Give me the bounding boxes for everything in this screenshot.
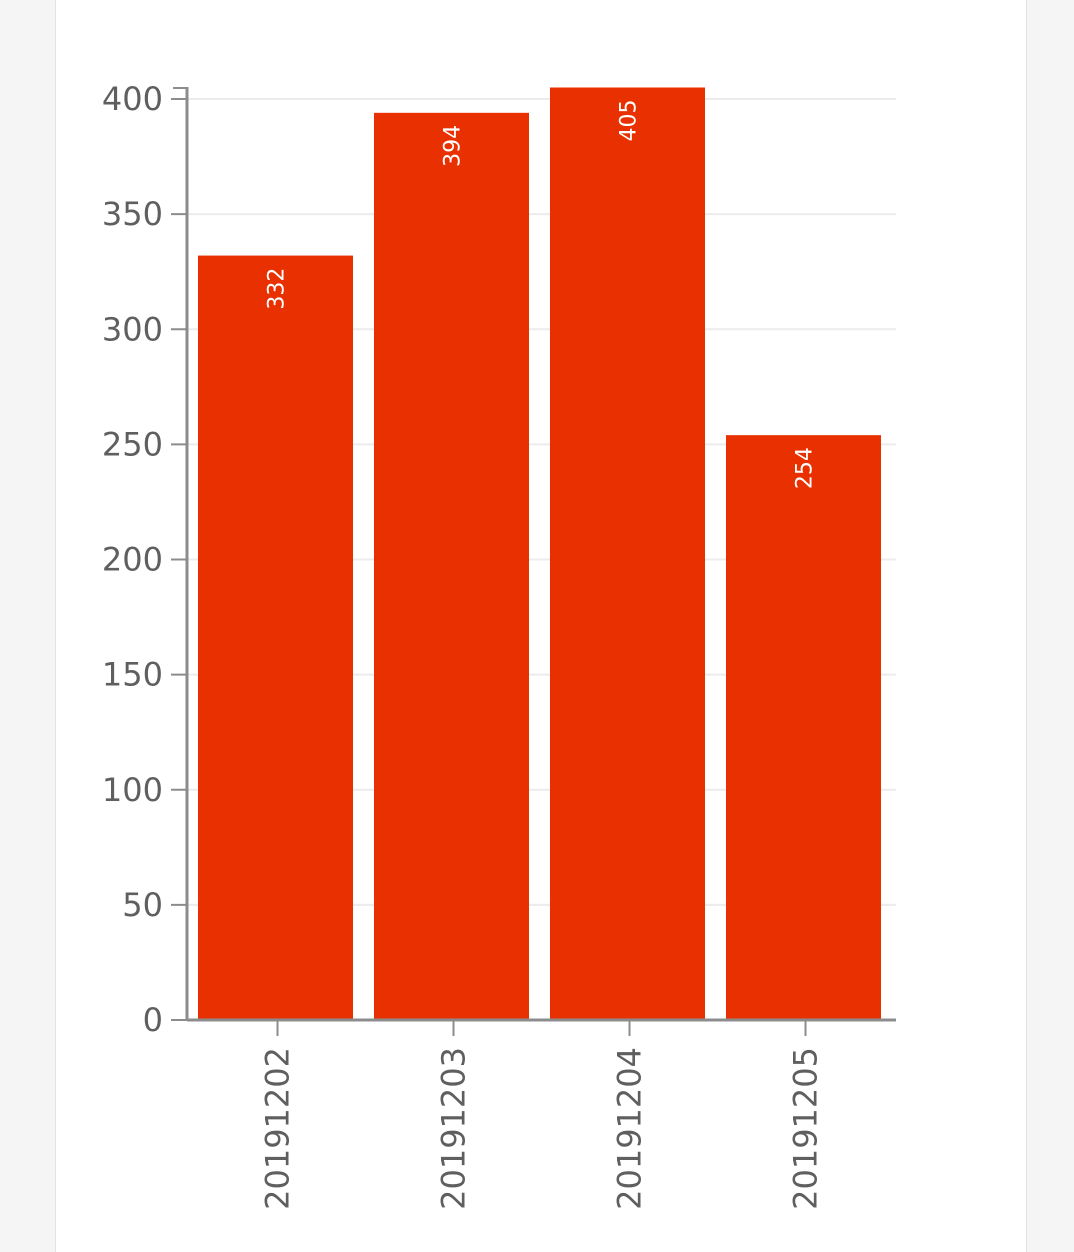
x-tick-label: 20191205 bbox=[787, 1047, 825, 1210]
bar-value-label: 394 bbox=[441, 125, 466, 167]
x-tick-label: 20191204 bbox=[611, 1047, 649, 1210]
bar-value-label: 332 bbox=[265, 268, 290, 310]
y-tick-label: 150 bbox=[102, 656, 163, 694]
y-tick-label: 50 bbox=[122, 886, 163, 924]
x-tick-label: 20191203 bbox=[435, 1047, 473, 1210]
chart-card: 0 50 100 150 200 250 300 350 400 332 394 405 254 2019… bbox=[55, 0, 1027, 1252]
bar-20191202 bbox=[198, 255, 353, 1020]
axes bbox=[171, 87, 896, 1036]
bars bbox=[198, 87, 881, 1021]
bar-value-label: 254 bbox=[793, 447, 818, 489]
bar-chart: 0 50 100 150 200 250 300 350 400 332 394 405 254 2019… bbox=[102, 80, 896, 1210]
x-tick-label: 20191202 bbox=[259, 1047, 297, 1210]
bar-20191203 bbox=[374, 112, 529, 1020]
y-tick-label: 200 bbox=[102, 541, 163, 579]
labels: 0 50 100 150 200 250 300 350 400 332 394 405 254 2019… bbox=[102, 80, 825, 1210]
y-tick-label: 400 bbox=[102, 80, 163, 118]
bar-value-label: 405 bbox=[617, 99, 642, 141]
y-tick-label: 300 bbox=[102, 310, 163, 348]
y-tick-label: 350 bbox=[102, 195, 163, 233]
bar-20191204 bbox=[550, 87, 705, 1021]
y-tick-label: 0 bbox=[143, 1001, 163, 1039]
y-tick-label: 100 bbox=[102, 771, 163, 809]
bar-20191205 bbox=[726, 435, 881, 1020]
y-tick-label: 250 bbox=[102, 425, 163, 463]
